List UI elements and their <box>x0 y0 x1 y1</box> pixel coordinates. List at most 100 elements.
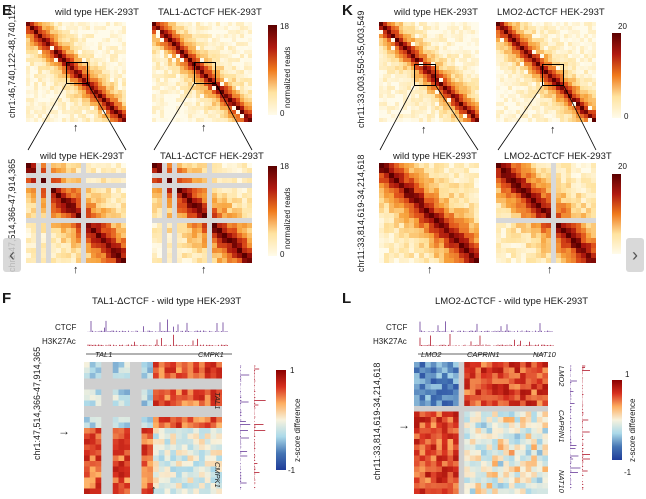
zscore-cell <box>164 439 171 445</box>
heatmap-cell <box>36 228 42 234</box>
heatmap-cell <box>244 34 249 39</box>
heatmap-cell <box>96 173 102 179</box>
heatmap-cell <box>114 54 119 59</box>
panel-e-zoom-colorbar <box>268 166 277 256</box>
heatmap-cell <box>469 163 475 169</box>
heatmap-cell <box>30 118 35 122</box>
heatmap-cell <box>463 46 468 51</box>
zscore-cell <box>181 417 188 423</box>
heatmap-cell <box>556 163 562 169</box>
heatmap-cell <box>463 58 468 63</box>
heatmap-cell <box>444 183 450 189</box>
heatmap-cell <box>451 86 456 91</box>
heatmap-cell <box>207 203 213 209</box>
heatmap-cell <box>415 98 420 103</box>
heatmap-cell <box>86 258 92 263</box>
heatmap-cell <box>54 82 59 87</box>
heatmap-cell <box>474 163 479 169</box>
heatmap-cell <box>121 213 126 219</box>
heatmap-cell <box>546 223 552 229</box>
heatmap-cell <box>520 90 525 95</box>
heatmap-cell <box>576 50 581 55</box>
zscore-cell <box>216 411 222 418</box>
heatmap-cell <box>237 218 243 224</box>
heatmap-cell <box>576 238 582 244</box>
heatmap-cell <box>379 106 384 111</box>
heatmap-cell <box>51 188 57 194</box>
heatmap-cell <box>528 42 533 47</box>
heatmap-cell <box>568 38 573 43</box>
heatmap-cell <box>576 58 581 63</box>
heatmap-cell <box>102 30 107 35</box>
heatmap-cell <box>36 218 42 224</box>
heatmap-cell <box>71 193 77 199</box>
heatmap-cell <box>152 188 158 194</box>
heatmap-cell <box>232 50 237 55</box>
heatmap-cell <box>34 114 39 119</box>
heatmap-cell <box>62 102 67 107</box>
heatmap-cell <box>184 114 189 119</box>
heatmap-cell <box>546 173 552 179</box>
zscore-cell <box>216 477 222 484</box>
heatmap-cell <box>576 98 581 103</box>
heatmap-cell <box>110 78 115 83</box>
heatmap-cell <box>192 193 198 199</box>
heatmap-cell <box>61 238 67 244</box>
heatmap-cell <box>394 218 400 224</box>
heatmap-cell <box>180 66 185 71</box>
heatmap-cell <box>94 66 99 71</box>
zscore-cell <box>130 433 137 440</box>
heatmap-cell <box>576 233 582 239</box>
heatmap-cell <box>449 248 455 254</box>
heatmap-cell <box>501 198 507 204</box>
heatmap-cell <box>196 38 201 43</box>
heatmap-cell <box>467 66 472 71</box>
heatmap-cell <box>62 98 67 103</box>
heatmap-cell <box>560 66 565 71</box>
heatmap-cell <box>451 98 456 103</box>
heatmap-cell <box>581 188 587 194</box>
heatmap-cell <box>46 188 52 194</box>
zscore-cell <box>170 466 177 473</box>
zscore-cell <box>84 362 91 368</box>
heatmap-cell <box>434 218 440 224</box>
heatmap-cell <box>463 98 468 103</box>
heatmap-cell <box>384 183 390 189</box>
heatmap-cell <box>236 54 241 59</box>
heatmap-cell <box>212 54 217 59</box>
heatmap-cell <box>414 178 420 184</box>
heatmap-cell <box>26 58 31 63</box>
heatmap-cell <box>588 78 593 83</box>
heatmap-cell <box>427 94 432 99</box>
heatmap-cell <box>172 243 178 249</box>
zscore-cell <box>147 400 154 407</box>
heatmap-cell <box>521 188 527 194</box>
heatmap-cell <box>403 98 408 103</box>
heatmap-cell <box>247 193 252 199</box>
heatmap-cell <box>164 66 169 71</box>
heatmap-cell <box>508 90 513 95</box>
prev-image-button[interactable]: ‹ <box>3 238 21 272</box>
heatmap-cell <box>467 22 472 27</box>
next-image-button[interactable]: › <box>626 238 644 272</box>
heatmap-cell <box>383 22 388 27</box>
heatmap-cell <box>200 42 205 47</box>
heatmap-cell <box>379 30 384 35</box>
zscore-cell <box>181 400 188 407</box>
heatmap-cell <box>506 248 512 254</box>
heatmap-cell <box>237 233 243 239</box>
heatmap-cell <box>407 118 412 122</box>
heatmap-cell <box>240 70 245 75</box>
heatmap-cell <box>496 163 502 169</box>
heatmap-cell <box>152 258 158 263</box>
heatmap-cell <box>500 78 505 83</box>
heatmap-cell <box>451 78 456 83</box>
heatmap-cell <box>399 102 404 107</box>
heatmap-cell <box>414 183 420 189</box>
heatmap-cell <box>581 248 587 254</box>
heatmap-cell <box>26 70 31 75</box>
zscore-cell <box>89 444 96 451</box>
heatmap-cell <box>66 118 71 122</box>
heatmap-cell <box>427 90 432 95</box>
heatmap-cell <box>399 94 404 99</box>
